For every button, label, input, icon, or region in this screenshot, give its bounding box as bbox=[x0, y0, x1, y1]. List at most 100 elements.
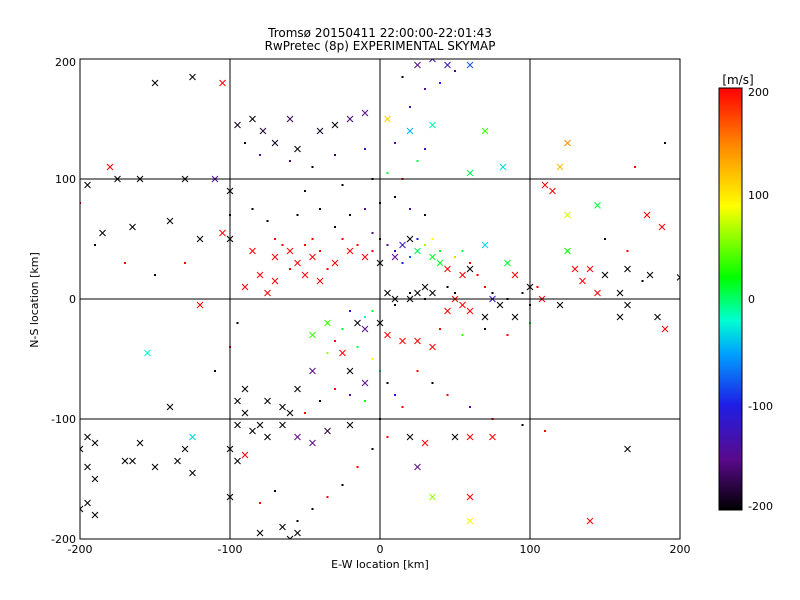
data-point-dot-marker bbox=[626, 250, 629, 252]
data-point-dot-marker bbox=[424, 244, 426, 246]
data-point-x-marker bbox=[189, 73, 196, 81]
data-point-x-marker bbox=[80, 505, 84, 513]
data-point-x-marker bbox=[346, 367, 354, 375]
colorbar bbox=[718, 87, 743, 511]
data-point-x-marker bbox=[564, 211, 571, 219]
data-point-x-marker bbox=[84, 463, 91, 471]
data-point-dot-marker bbox=[356, 466, 359, 468]
data-point-x-marker bbox=[361, 325, 369, 333]
data-point-dot-marker bbox=[409, 208, 411, 210]
data-point-x-marker bbox=[84, 181, 91, 189]
data-point-dot-marker bbox=[664, 142, 666, 144]
data-point-dot-marker bbox=[401, 406, 404, 408]
data-point-dot-marker bbox=[371, 448, 374, 450]
data-point-x-marker bbox=[481, 313, 489, 321]
data-point-dot-marker bbox=[334, 226, 336, 228]
data-point-dot-marker bbox=[364, 148, 366, 150]
data-point-x-marker bbox=[259, 127, 267, 135]
data-point-x-marker bbox=[406, 433, 414, 441]
data-point-dot-marker bbox=[274, 238, 276, 240]
data-point-dot-marker bbox=[311, 166, 314, 168]
data-point-x-marker bbox=[624, 265, 631, 273]
data-point-dot-marker bbox=[341, 238, 344, 240]
data-point-dot-marker bbox=[484, 328, 486, 330]
data-point-dot-marker bbox=[154, 274, 156, 276]
data-point-x-marker bbox=[129, 223, 136, 231]
data-point-x-marker bbox=[271, 139, 279, 147]
data-point-dot-marker bbox=[319, 250, 321, 252]
data-point-dot-marker bbox=[94, 244, 96, 246]
data-point-x-marker bbox=[189, 433, 196, 441]
data-point-dot-marker bbox=[259, 154, 261, 156]
data-point-x-marker bbox=[481, 241, 489, 249]
data-point-dot-marker bbox=[544, 430, 546, 432]
data-point-dot-marker bbox=[311, 238, 314, 240]
data-point-dot-marker bbox=[311, 508, 314, 510]
data-point-dot-marker bbox=[341, 184, 344, 186]
data-point-dot-marker bbox=[454, 70, 456, 72]
data-point-dot-marker bbox=[439, 328, 441, 330]
data-point-dot-marker bbox=[439, 250, 441, 252]
data-point-dot-marker bbox=[244, 142, 246, 144]
data-point-dot-marker bbox=[424, 88, 426, 90]
data-point-x-marker bbox=[489, 433, 496, 441]
data-point-x-marker bbox=[436, 259, 444, 267]
data-point-x-marker bbox=[414, 247, 421, 255]
data-point-x-marker bbox=[414, 463, 421, 471]
data-point-dot-marker bbox=[349, 310, 351, 312]
colorbar-tick-label: 100 bbox=[748, 189, 769, 202]
data-point-x-marker bbox=[346, 421, 354, 429]
data-point-dot-marker bbox=[184, 262, 186, 264]
data-point-dot-marker bbox=[409, 106, 411, 108]
data-point-dot-marker bbox=[394, 142, 396, 144]
data-point-x-marker bbox=[309, 367, 316, 375]
data-point-dot-marker bbox=[394, 250, 396, 252]
data-point-x-marker bbox=[466, 493, 474, 501]
data-point-x-marker bbox=[339, 349, 346, 357]
data-point-dot-marker bbox=[424, 148, 426, 150]
y-tick-label: -100 bbox=[51, 413, 76, 426]
data-point-dot-marker bbox=[454, 256, 456, 258]
data-point-x-marker bbox=[99, 229, 106, 237]
data-point-x-marker bbox=[309, 439, 316, 447]
data-point-x-marker bbox=[429, 289, 436, 297]
data-point-dot-marker bbox=[214, 370, 216, 372]
data-point-dot-marker bbox=[281, 244, 284, 246]
data-point-dot-marker bbox=[289, 268, 291, 270]
data-point-x-marker bbox=[594, 202, 601, 209]
data-point-x-marker bbox=[286, 115, 294, 123]
data-point-x-marker bbox=[444, 61, 451, 69]
data-point-dot-marker bbox=[386, 172, 389, 174]
data-point-dot-marker bbox=[304, 190, 306, 192]
data-point-x-marker bbox=[601, 271, 609, 279]
data-point-dot-marker bbox=[461, 250, 464, 252]
data-point-dot-marker bbox=[446, 394, 449, 396]
data-point-dot-marker bbox=[431, 382, 434, 384]
y-tick-label: -200 bbox=[51, 533, 76, 546]
data-point-x-marker bbox=[459, 271, 466, 279]
data-point-dot-marker bbox=[634, 166, 636, 168]
data-point-x-marker bbox=[249, 115, 256, 123]
x-tick-label: 100 bbox=[520, 543, 541, 556]
data-point-dot-marker bbox=[364, 316, 366, 318]
data-point-dot-marker bbox=[236, 322, 239, 324]
data-point-x-marker bbox=[279, 523, 286, 531]
data-point-x-marker bbox=[511, 313, 519, 321]
data-point-x-marker bbox=[346, 247, 354, 255]
data-point-x-marker bbox=[181, 445, 189, 453]
data-point-x-marker bbox=[466, 265, 474, 273]
data-point-x-marker bbox=[196, 301, 204, 309]
data-point-x-marker bbox=[219, 79, 226, 87]
data-point-x-marker bbox=[444, 307, 451, 315]
data-point-x-marker bbox=[499, 163, 507, 171]
plot-frame bbox=[79, 58, 681, 540]
data-point-dot-marker bbox=[469, 262, 471, 264]
data-point-x-marker bbox=[504, 259, 511, 267]
data-point-x-marker bbox=[249, 427, 256, 435]
data-point-x-marker bbox=[174, 457, 181, 465]
data-point-x-marker bbox=[481, 127, 489, 135]
data-point-x-marker bbox=[249, 247, 256, 255]
data-point-x-marker bbox=[399, 337, 406, 345]
data-point-dot-marker bbox=[364, 208, 366, 210]
